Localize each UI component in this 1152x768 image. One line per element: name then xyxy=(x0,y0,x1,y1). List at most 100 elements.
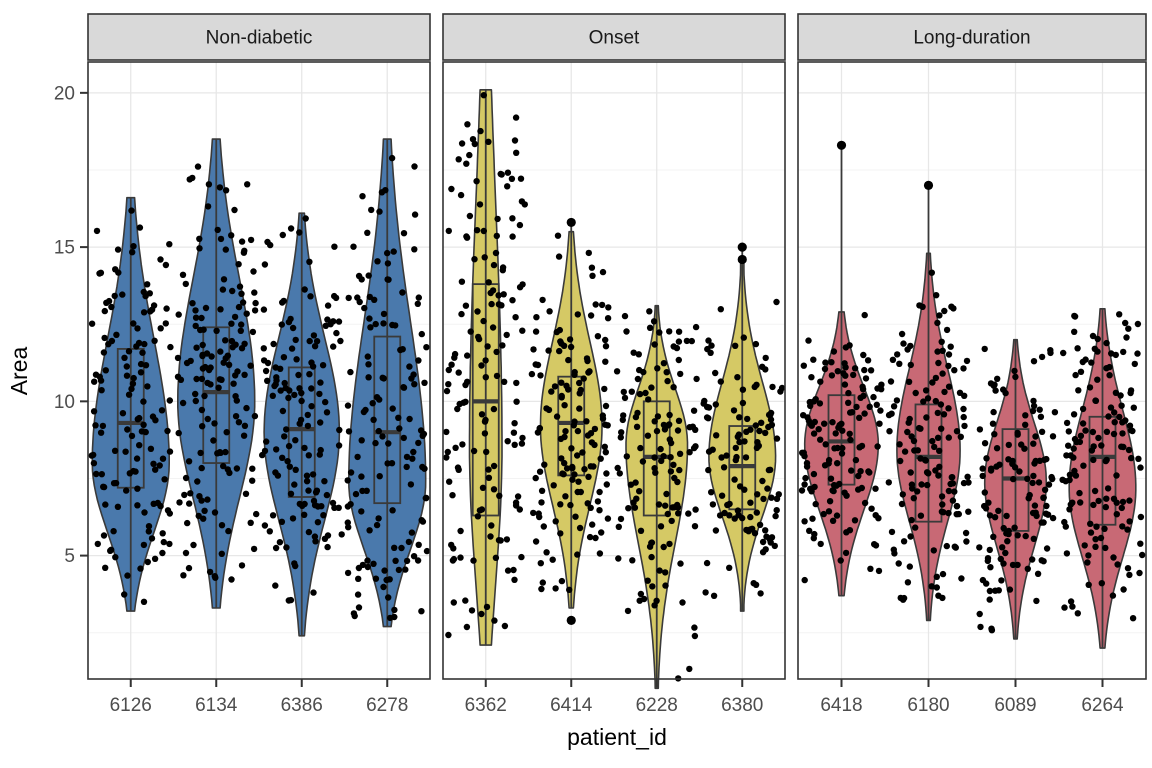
data-point xyxy=(316,390,323,398)
data-point xyxy=(826,498,834,505)
data-point xyxy=(690,407,698,414)
data-point xyxy=(289,515,297,522)
data-point xyxy=(922,387,930,394)
data-point xyxy=(1006,586,1014,593)
data-point xyxy=(981,345,988,353)
data-point xyxy=(366,315,373,322)
data-point xyxy=(1104,485,1112,492)
data-point xyxy=(407,481,415,488)
data-point xyxy=(924,481,931,489)
data-point xyxy=(298,389,305,397)
data-point xyxy=(381,567,388,574)
data-point xyxy=(385,440,392,447)
data-point xyxy=(1119,419,1126,426)
data-point xyxy=(645,396,652,403)
data-point xyxy=(736,483,744,490)
data-point xyxy=(483,448,490,456)
data-point xyxy=(1111,419,1118,426)
data-point xyxy=(273,374,280,381)
data-point xyxy=(211,509,219,516)
data-point xyxy=(1016,468,1023,475)
data-point xyxy=(861,410,868,417)
outlier-point xyxy=(923,180,934,190)
data-point xyxy=(291,560,298,567)
data-point xyxy=(115,269,122,276)
data-point xyxy=(285,394,292,402)
data-point xyxy=(1113,472,1120,479)
data-point xyxy=(554,232,562,239)
data-point xyxy=(1010,475,1017,483)
data-point xyxy=(338,531,345,538)
data-point xyxy=(945,434,952,441)
data-point xyxy=(501,622,509,630)
violin-6414 xyxy=(528,217,612,625)
data-point xyxy=(1084,559,1091,566)
data-point xyxy=(398,544,405,552)
data-point xyxy=(372,320,379,328)
data-point xyxy=(589,521,596,528)
data-point xyxy=(773,298,780,306)
data-point xyxy=(901,448,909,455)
data-point xyxy=(111,292,118,300)
data-point xyxy=(752,340,760,348)
jitter-points-6278 xyxy=(344,154,431,622)
data-point xyxy=(238,290,245,297)
data-point xyxy=(829,487,836,494)
data-point xyxy=(495,537,503,544)
data-point xyxy=(585,249,592,257)
data-point xyxy=(558,340,565,347)
data-point xyxy=(941,388,948,396)
data-point xyxy=(519,434,526,442)
data-point xyxy=(475,333,482,341)
data-point xyxy=(541,461,548,468)
data-point xyxy=(90,460,98,467)
data-point xyxy=(471,140,478,148)
data-point xyxy=(840,370,847,377)
data-point xyxy=(708,489,715,496)
data-point xyxy=(567,343,575,351)
data-point xyxy=(666,328,673,335)
data-point xyxy=(128,432,136,440)
data-point xyxy=(458,310,465,318)
data-point xyxy=(614,464,621,472)
data-point xyxy=(1119,498,1127,506)
data-point xyxy=(637,590,645,598)
data-point xyxy=(1117,392,1124,399)
data-point xyxy=(828,372,836,379)
data-point xyxy=(1103,456,1110,464)
data-point xyxy=(572,513,579,520)
data-point xyxy=(1092,536,1099,543)
data-point xyxy=(376,473,383,480)
data-point xyxy=(457,191,465,199)
data-point xyxy=(509,297,516,304)
data-point xyxy=(485,474,493,481)
data-point xyxy=(871,541,878,548)
data-point xyxy=(457,527,464,535)
data-point xyxy=(1118,443,1125,450)
data-point xyxy=(910,495,917,502)
jitter-points-6264 xyxy=(1059,311,1146,622)
data-point xyxy=(713,432,720,439)
data-point xyxy=(1092,397,1099,404)
data-point xyxy=(479,484,487,491)
data-point xyxy=(730,407,738,414)
data-point xyxy=(252,299,259,307)
data-point xyxy=(1034,570,1042,577)
data-point xyxy=(287,596,295,604)
data-point xyxy=(807,485,814,492)
data-point xyxy=(653,597,660,604)
data-point xyxy=(222,448,229,456)
data-point xyxy=(500,291,507,298)
data-point xyxy=(464,378,471,385)
data-point xyxy=(1040,558,1047,565)
data-point xyxy=(809,515,816,522)
data-point xyxy=(747,513,754,521)
data-point xyxy=(570,422,577,429)
data-point xyxy=(636,366,643,374)
data-point xyxy=(137,360,145,368)
data-point xyxy=(310,497,318,505)
data-point xyxy=(406,363,413,370)
data-point xyxy=(938,508,946,515)
data-point xyxy=(222,187,230,194)
data-point xyxy=(370,416,377,423)
